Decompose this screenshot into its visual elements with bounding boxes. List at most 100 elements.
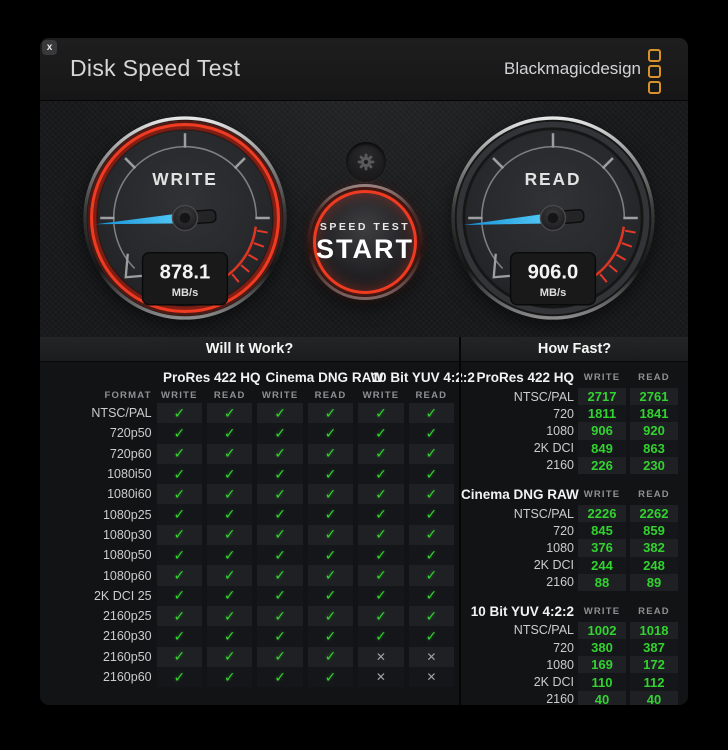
- speed-value: 1018: [630, 621, 678, 640]
- check-icon: ✓: [375, 506, 387, 523]
- result-cell: ✓: [207, 443, 253, 464]
- check-icon: ✓: [223, 607, 236, 624]
- result-cell: ✕: [408, 646, 455, 667]
- speed-value: 248: [630, 556, 678, 574]
- gauge-area: WRITE 878.1 MB/s: [40, 101, 688, 337]
- format-label: 720: [553, 640, 574, 655]
- check-icon: ✓: [324, 465, 337, 482]
- check-icon: ✓: [173, 648, 186, 665]
- format-row: NTSC/PAL ✓ ✓ ✓ ✓ ✓ ✓: [40, 403, 459, 424]
- result-cell: ✓: [257, 423, 303, 444]
- settings-gear-button[interactable]: [346, 142, 386, 182]
- check-icon: ✓: [375, 627, 387, 644]
- check-icon: ✓: [324, 404, 337, 421]
- result-cell: ✓: [358, 463, 404, 485]
- format-row: 1080p25 ✓ ✓ ✓ ✓ ✓ ✓: [40, 504, 459, 525]
- result-cell: ✓: [207, 626, 253, 647]
- check-icon: ✓: [223, 546, 236, 563]
- cross-icon: ✕: [375, 670, 386, 684]
- format-label: 2K DCI: [533, 675, 574, 690]
- result-cell: ✓: [358, 443, 404, 464]
- format-label: 2160p25: [102, 609, 152, 624]
- speed-row: 720 845 859: [461, 522, 688, 540]
- gauge-ticks: [468, 133, 638, 220]
- result-cell: ✓: [207, 666, 253, 688]
- check-icon: ✓: [324, 526, 337, 543]
- format-row: 2160p50 ✓ ✓ ✓ ✓ ✕ ✕: [40, 646, 459, 667]
- read-gauge-ring: [456, 121, 650, 315]
- result-cell: ✓: [257, 565, 303, 586]
- speed-row: 1080 376 382: [461, 539, 688, 557]
- speed-row: 2K DCI 244 248: [461, 556, 688, 574]
- check-icon: ✓: [324, 424, 337, 441]
- speed-value: 169: [578, 656, 626, 674]
- check-icon: ✓: [274, 485, 286, 502]
- gauge-min-chevron: [492, 253, 518, 279]
- format-row: 1080i50 ✓ ✓ ✓ ✓ ✓ ✓: [40, 463, 459, 485]
- app-window: x Disk Speed Test Blackmagicdesign: [40, 38, 688, 705]
- cross-icon: ✕: [426, 649, 437, 664]
- speed-row: 2160 88 89: [461, 573, 688, 591]
- result-cell: ✓: [257, 666, 303, 688]
- check-icon: ✓: [274, 627, 286, 644]
- codec-group-header: ProRes 422 HQ WRITE READ: [461, 367, 688, 388]
- result-cell: ✓: [408, 626, 455, 647]
- check-icon: ✓: [173, 587, 186, 604]
- format-label: 2K DCI: [533, 441, 574, 456]
- result-cell: ✓: [408, 524, 455, 546]
- check-icon: ✓: [173, 424, 186, 441]
- check-icon: ✓: [223, 627, 236, 644]
- format-label: 1080p60: [102, 568, 152, 583]
- speed-row: 720 1811 1841: [461, 405, 688, 423]
- result-cell: ✓: [257, 646, 303, 667]
- result-cell: ✓: [156, 565, 203, 586]
- result-cell: ✓: [257, 545, 303, 566]
- result-cell: ✓: [358, 545, 404, 566]
- close-button[interactable]: x: [42, 40, 57, 55]
- result-cell: ✓: [207, 484, 253, 505]
- check-icon: ✓: [223, 648, 236, 665]
- result-cell: ✓: [156, 423, 203, 444]
- speed-row: 1080 906 920: [461, 422, 688, 440]
- speed-row: 720 380 387: [461, 639, 688, 657]
- column-headers: FORMAT WRITE READ WRITE READ WRITE READ: [40, 387, 459, 403]
- codec-headers: ProRes 422 HQ Cinema DNG RAW 10 Bit YUV …: [163, 364, 475, 385]
- check-icon: ✓: [223, 485, 236, 502]
- format-row: 1080p50 ✓ ✓ ✓ ✓ ✓ ✓: [40, 545, 459, 566]
- result-cell: ✓: [307, 565, 354, 586]
- how-fast-table: ProRes 422 HQ WRITE READ NTSC/PAL 2717 2761 72…: [461, 362, 688, 705]
- result-cell: ✓: [408, 443, 455, 464]
- cross-icon: ✕: [375, 649, 386, 664]
- result-cell: ✓: [408, 545, 455, 566]
- check-icon: ✓: [274, 587, 286, 604]
- result-cell: ✓: [408, 484, 455, 505]
- read-gauge: READ 906.0 MB/s: [451, 116, 655, 320]
- brand-logo-text: Blackmagicdesign: [503, 59, 641, 78]
- how-fast-title: How Fast?: [461, 337, 688, 362]
- result-cell: ✓: [408, 423, 455, 444]
- speed-test-start-button[interactable]: SPEED TEST START: [307, 184, 423, 300]
- format-label: 2160: [546, 692, 574, 705]
- result-cell: ✓: [207, 646, 253, 667]
- format-row: 720p50 ✓ ✓ ✓ ✓ ✓ ✓: [40, 423, 459, 444]
- result-cell: ✓: [257, 443, 303, 464]
- check-icon: ✓: [274, 465, 286, 482]
- check-icon: ✓: [324, 668, 337, 685]
- page-title: Disk Speed Test: [70, 55, 241, 81]
- check-icon: ✓: [274, 567, 286, 584]
- speed-row: 1080 169 172: [461, 656, 688, 674]
- speed-value: 172: [630, 656, 678, 674]
- speed-row: 2K DCI 110 112: [461, 673, 688, 691]
- speed-row: NTSC/PAL 2226 2262: [461, 504, 688, 523]
- check-icon: ✓: [223, 506, 236, 523]
- result-cell: ✓: [156, 443, 203, 464]
- will-it-work-panel: Will It Work? ProRes 422 HQ Cinema DNG R…: [40, 337, 475, 705]
- check-icon: ✓: [223, 587, 236, 604]
- result-cell: ✓: [207, 585, 253, 606]
- brand: Blackmagicdesign: [504, 38, 661, 100]
- speed-value: 40: [630, 690, 678, 705]
- codec-group-header: Cinema DNG RAW WRITE READ: [461, 484, 688, 505]
- result-cell: ✓: [307, 646, 354, 667]
- check-icon: ✓: [223, 445, 236, 462]
- result-cell: ✓: [307, 443, 354, 464]
